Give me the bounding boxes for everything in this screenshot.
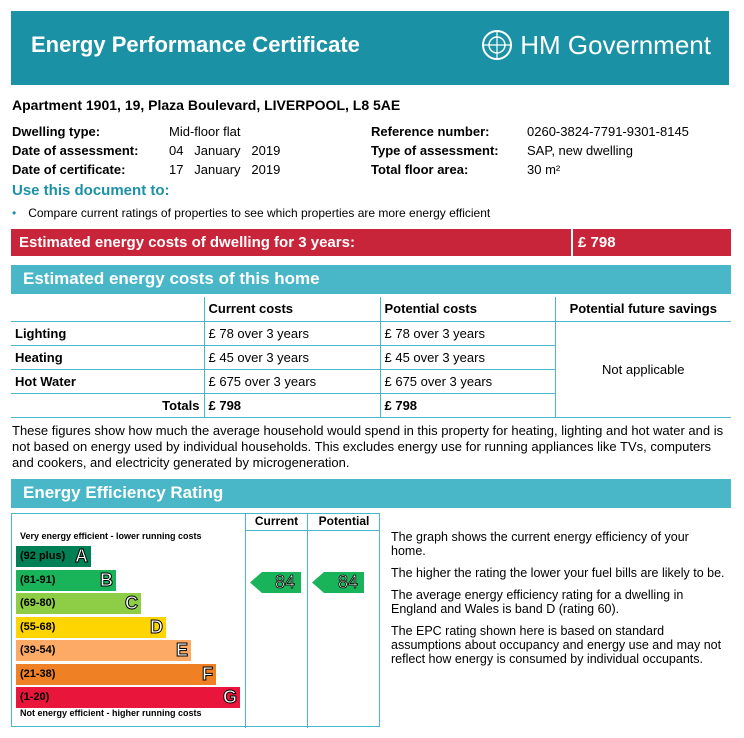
rating-band-a: (92 plus) A xyxy=(16,546,91,567)
rating-band-c: (69-80) C xyxy=(16,593,141,614)
table-row: Hot Water £ 675 over 3 years £ 675 over … xyxy=(11,369,731,394)
band-range: (55-68) xyxy=(20,620,56,633)
row-label: Lighting xyxy=(11,321,204,346)
band-letter: A xyxy=(75,546,89,567)
table-corner xyxy=(11,297,204,322)
rating-band-d: (55-68) D xyxy=(16,616,166,638)
info-value: 0260-3824-7791-9301-8145 xyxy=(527,124,689,139)
row-current: £ 45 over 3 years xyxy=(203,345,381,370)
left-info: Dwelling type: Mid-floor flat Date of ass… xyxy=(12,122,280,179)
cost-bar-divider xyxy=(571,229,573,256)
costs-note: These figures show how much the average … xyxy=(12,423,724,470)
row-potential: £ 78 over 3 years xyxy=(380,321,556,346)
info-row: Type of assessment: SAP, new dwelling xyxy=(371,141,689,160)
use-bullet: • Compare current ratings of properties … xyxy=(12,206,490,220)
scale-bottom-label: Not energy efficient - higher running co… xyxy=(20,708,202,718)
rating-band-b: (81-91) B xyxy=(16,569,116,591)
info-value: Mid-floor flat xyxy=(169,124,241,139)
info-value: 30 m² xyxy=(527,162,561,177)
info-row: Dwelling type: Mid-floor flat xyxy=(12,122,280,141)
band-range: (69-80) xyxy=(20,597,56,609)
row-label: Heating xyxy=(11,345,204,370)
current-column: Current xyxy=(245,514,307,728)
cost-bar: Estimated energy costs of dwelling for 3… xyxy=(11,229,731,256)
table-header-row: Current costs Potential costs Potential … xyxy=(11,297,731,322)
row-current: £ 675 over 3 years xyxy=(203,369,381,394)
potential-rating-arrow: 84 xyxy=(312,572,364,593)
property-address: Apartment 1901, 19, Plaza Boulevard, LIV… xyxy=(12,97,401,113)
info-row: Total floor area: 30 m² xyxy=(371,160,689,179)
band-range: (81-91) xyxy=(20,573,56,586)
rating-band-g: (1-20) G xyxy=(16,687,240,708)
totals-label: Totals xyxy=(11,393,204,418)
table-row: Lighting £ 78 over 3 years £ 78 over 3 y… xyxy=(11,321,731,418)
info-key: Date of assessment: xyxy=(12,143,139,158)
band-range: (1-20) xyxy=(20,691,50,703)
info-key: Dwelling type: xyxy=(12,124,101,139)
rating-section-title: Energy Efficiency Rating xyxy=(11,479,731,508)
header-savings: Potential future savings xyxy=(555,297,731,322)
description-paragraph: The average energy efficiency rating for… xyxy=(391,588,684,616)
description-paragraph: The EPC rating shown here is based on st… xyxy=(391,624,722,666)
info-key: Reference number: xyxy=(371,124,490,139)
current-rating-arrow: 84 xyxy=(250,572,301,593)
info-value: 04 January 2019 xyxy=(169,143,281,158)
band-letter: F xyxy=(202,663,214,684)
description-paragraph: The higher the rating the lower your fue… xyxy=(391,566,725,580)
row-potential: £ 675 over 3 years xyxy=(380,369,556,394)
band-letter: D xyxy=(150,616,164,637)
header-current: Current costs xyxy=(203,297,381,322)
right-info: Reference number: 0260-3824-7791-9301-814… xyxy=(371,122,689,179)
current-column-header: Current xyxy=(246,514,307,531)
rating-description: The graph shows the current energy effic… xyxy=(391,530,727,674)
bullet-text: Compare current ratings of properties to… xyxy=(28,206,491,220)
header-potential: Potential costs xyxy=(380,297,556,322)
rating-band-f: (21-38) F xyxy=(16,663,216,685)
band-range: (92 plus) xyxy=(20,550,66,562)
costs-table: Current costs Potential costs Potential … xyxy=(11,297,731,418)
bullet-icon: • xyxy=(12,206,17,220)
info-row: Reference number: 0260-3824-7791-9301-814… xyxy=(371,122,689,141)
potential-column-header: Potential xyxy=(308,514,380,531)
savings-cell: Not applicable xyxy=(555,321,731,418)
table-row: Heating £ 45 over 3 years £ 45 over 3 ye… xyxy=(11,345,731,370)
info-key: Date of certificate: xyxy=(12,162,126,177)
band-letter: G xyxy=(222,687,237,708)
band-range: (21-38) xyxy=(20,667,56,680)
description-paragraph: The graph shows the current energy effic… xyxy=(391,530,689,558)
band-range: (39-54) xyxy=(20,644,56,656)
info-key: Type of assessment: xyxy=(371,143,499,158)
brand-text: HM Government xyxy=(520,29,711,60)
scale-top-label: Very energy efficient - lower running co… xyxy=(20,531,202,541)
info-key: Total floor area: xyxy=(371,162,469,177)
row-label: Hot Water xyxy=(11,369,204,394)
costs-section-title: Estimated energy costs of this home xyxy=(11,265,731,294)
totals-current: £ 798 xyxy=(203,393,381,418)
hm-government-logo: HM Government xyxy=(480,28,711,62)
band-letter: B xyxy=(100,569,114,590)
cost-bar-value: £ 798 xyxy=(578,234,616,251)
info-row: Date of assessment: 04 January 2019 xyxy=(12,141,280,160)
band-letter: C xyxy=(125,593,139,614)
rating-chart: Very energy efficient - lower running co… xyxy=(11,513,380,728)
row-current: £ 78 over 3 years xyxy=(203,321,381,346)
potential-column: Potential xyxy=(307,514,380,728)
info-row: Date of certificate: 17 January 2019 xyxy=(12,160,280,179)
info-value: 17 January 2019 xyxy=(169,162,281,177)
use-title: Use this document to: xyxy=(12,182,170,199)
cost-bar-label: Estimated energy costs of dwelling for 3… xyxy=(19,234,355,251)
band-letter: E xyxy=(175,640,188,661)
crest-icon xyxy=(482,30,513,60)
header-banner: Energy Performance Certificate HM Govern… xyxy=(11,11,729,85)
rating-band-e: (39-54) E xyxy=(16,640,191,661)
info-value: SAP, new dwelling xyxy=(527,143,633,158)
totals-potential: £ 798 xyxy=(380,393,556,418)
totals-row: Totals £ 798 £ 798 xyxy=(11,393,731,418)
page-title: Energy Performance Certificate xyxy=(31,32,360,57)
row-potential: £ 45 over 3 years xyxy=(380,345,556,370)
